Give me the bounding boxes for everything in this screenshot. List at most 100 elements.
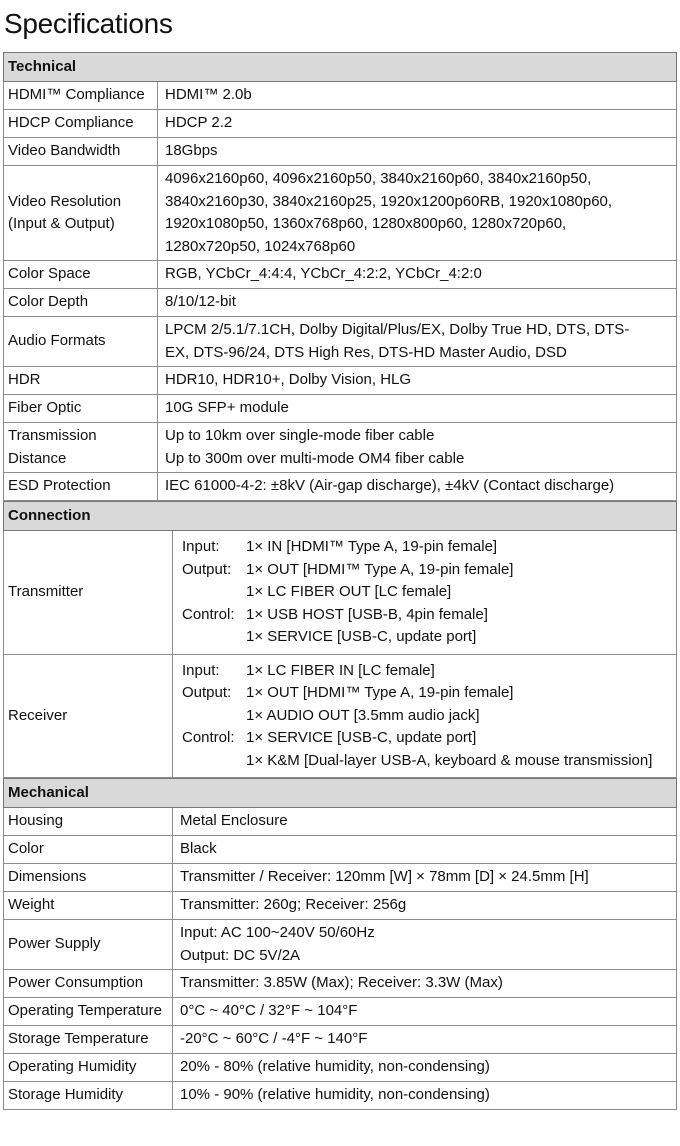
port-group: Control:	[182, 605, 235, 623]
spec-label: Video Bandwidth	[8, 142, 121, 160]
spec-value-cell: RGB, YCbCr_4:4:4, YCbCr_4:2:2, YCbCr_4:2…	[157, 260, 677, 289]
spec-value: 3840x2160p30, 3840x2160p25, 1920x1200p60…	[165, 192, 613, 210]
spec-label-cell: Transmitter	[3, 530, 173, 655]
spec-table: Mechanical Housing Metal Enclosure Color Bla…	[3, 778, 677, 1110]
spec-value-cell: 4096x2160p60, 4096x2160p50, 3840x2160p60…	[157, 165, 677, 261]
spec-value-line: Output: 1× OUT [HDMI™ Type A, 19-pin fema…	[182, 559, 672, 582]
spec-value: Output: DC 5V/2A	[180, 946, 301, 964]
spec-label: HDR	[8, 371, 41, 389]
spec-value: HDR10, HDR10+, Dolby Vision, HLG	[165, 371, 412, 389]
spec-value-cell: Input: 1× IN [HDMI™ Type A, 19-pin female…	[172, 530, 677, 655]
spec-value: Up to 300m over multi-mode OM4 fiber cab…	[165, 449, 465, 467]
port-group: Output:	[182, 684, 232, 701]
spec-label-cell: Dimensions	[3, 863, 173, 892]
spec-value-cell: Input: AC 100~240V 50/60Hz Output: DC 5V/…	[172, 919, 677, 970]
spec-row: Storage Temperature -20°C ~ 60°C / -4°F ~…	[3, 1025, 677, 1054]
spec-row: Weight Transmitter: 260g; Receiver: 256g	[3, 891, 677, 920]
spec-label: HDMI™ Compliance	[8, 86, 145, 104]
section-title: Technical	[3, 52, 677, 82]
port-spec: 1× AUDIO OUT [3.5mm audio jack]	[246, 706, 480, 724]
spec-label: Storage Humidity	[8, 1086, 124, 1104]
spec-value-line: 1× SERVICE [USB-C, update port]	[182, 626, 672, 649]
spec-value: Metal Enclosure	[180, 812, 288, 830]
port-spec: 1× LC FIBER IN [LC female]	[246, 661, 435, 679]
spec-value-cell: HDCP 2.2	[157, 109, 677, 138]
spec-label: (Input & Output)	[8, 215, 115, 232]
spec-label: Distance	[8, 449, 67, 467]
spec-value-cell: Up to 10km over single-mode fiber cable U…	[157, 422, 677, 473]
spec-label-cell: Power Consumption	[3, 969, 173, 998]
spec-row: HDCP Compliance HDCP 2.2	[3, 109, 677, 138]
spec-value: Input: AC 100~240V 50/60Hz	[180, 924, 375, 941]
spec-value-line: 1× LC FIBER OUT [LC female]	[182, 581, 672, 604]
spec-value: -20°C ~ 60°C / -4°F ~ 140°F	[180, 1030, 368, 1048]
spec-row: Power Supply Input: AC 100~240V 50/60Hz Ou…	[3, 919, 677, 970]
spec-label-cell: Video Bandwidth	[3, 137, 158, 166]
spec-label: Audio Formats	[8, 332, 106, 350]
section-header-row: Technical	[3, 52, 677, 82]
spec-value-cell: Transmitter: 260g; Receiver: 256g	[172, 891, 677, 920]
spec-value: HDMI™ 2.0b	[165, 86, 252, 104]
section-title: Mechanical	[3, 778, 677, 808]
section-title: Connection	[3, 501, 677, 531]
spec-label: Operating Temperature	[8, 1002, 162, 1020]
spec-value-cell: Metal Enclosure	[172, 807, 677, 836]
spec-value: 8/10/12-bit	[165, 293, 236, 311]
spec-value-line: Input: 1× LC FIBER IN [LC female]	[182, 660, 672, 683]
spec-value-line: Control: 1× USB HOST [USB-B, 4pin female]	[182, 604, 672, 627]
spec-row: Fiber Optic 10G SFP+ module	[3, 394, 677, 423]
spec-label: Color Depth	[8, 293, 89, 311]
spec-label-cell: Video Resolution (Input & Output)	[3, 165, 158, 261]
spec-value: Transmitter: 3.85W (Max); Receiver: 3.3W…	[180, 974, 503, 992]
spec-row: Operating Temperature 0°C ~ 40°C / 32°F ~…	[3, 997, 677, 1026]
spec-value-cell: Transmitter / Receiver: 120mm [W] × 78mm…	[172, 863, 677, 892]
port-group: Input:	[182, 661, 220, 679]
spec-label-cell: Operating Humidity	[3, 1053, 173, 1082]
spec-label: Housing	[8, 812, 64, 830]
spec-value: Transmitter / Receiver: 120mm [W] × 78mm…	[180, 868, 589, 886]
spec-table: Connection Transmitter Input: 1× IN [HDMI™ …	[3, 501, 677, 778]
spec-label-cell: Receiver	[3, 653, 173, 778]
port-group: Input:	[182, 538, 220, 555]
spec-label-cell: Weight	[3, 891, 173, 920]
spec-row: Operating Humidity 20% - 80% (relative hu…	[3, 1053, 677, 1082]
spec-label-cell: HDCP Compliance	[3, 109, 158, 138]
page-title: Specifications	[4, 8, 173, 39]
spec-value-line: Input: 1× IN [HDMI™ Type A, 19-pin female…	[182, 536, 672, 559]
spec-label: Weight	[8, 896, 55, 914]
spec-label: Storage Temperature	[8, 1030, 149, 1048]
spec-value: HDCP 2.2	[165, 114, 233, 132]
spec-value-cell: 18Gbps	[157, 137, 677, 166]
spec-label-cell: ESD Protection	[3, 472, 158, 501]
spec-row: Housing Metal Enclosure	[3, 807, 677, 836]
port-spec: 1× SERVICE [USB-C, update port]	[246, 628, 477, 645]
spec-value-line: 1× AUDIO OUT [3.5mm audio jack]	[182, 705, 672, 728]
spec-value-cell: Transmitter: 3.85W (Max); Receiver: 3.3W…	[172, 969, 677, 998]
spec-label-cell: HDR	[3, 366, 158, 395]
spec-value: 10% - 90% (relative humidity, non-conden…	[180, 1086, 490, 1104]
port-spec: 1× IN [HDMI™ Type A, 19-pin female]	[246, 538, 498, 555]
spec-value-cell: 20% - 80% (relative humidity, non-conden…	[172, 1053, 677, 1082]
spec-row: Color Depth 8/10/12-bit	[3, 288, 677, 317]
spec-row: Receiver Input: 1× LC FIBER IN [LC female]…	[3, 653, 677, 778]
spec-row: Color Space RGB, YCbCr_4:4:4, YCbCr_4:2:2…	[3, 260, 677, 289]
spec-value-cell: 8/10/12-bit	[157, 288, 677, 317]
spec-value-line: Output: 1× OUT [HDMI™ Type A, 19-pin fema…	[182, 682, 672, 705]
port-spec: 1× SERVICE [USB-C, update port]	[246, 729, 477, 746]
port-spec: 1× K&M [Dual-layer USB-A, keyboard & mou…	[246, 751, 653, 769]
spec-value-cell: -20°C ~ 60°C / -4°F ~ 140°F	[172, 1025, 677, 1054]
spec-value-line: Control: 1× SERVICE [USB-C, update port]	[182, 727, 672, 750]
spec-label-cell: Transmission Distance	[3, 422, 158, 473]
spec-value-cell: HDR10, HDR10+, Dolby Vision, HLG	[157, 366, 677, 395]
spec-label-cell: Storage Humidity	[3, 1081, 173, 1110]
port-group: Control:	[182, 729, 235, 746]
spec-value-cell: 10G SFP+ module	[157, 394, 677, 423]
spec-value: 1280x720p50, 1024x768p60	[165, 237, 356, 255]
spec-label: Power Supply	[8, 935, 101, 953]
spec-row: Transmitter Input: 1× IN [HDMI™ Type A, 19…	[3, 530, 677, 655]
spec-row: HDMI™ Compliance HDMI™ 2.0b	[3, 81, 677, 110]
port-group: Output:	[182, 560, 232, 578]
spec-value-cell: 0°C ~ 40°C / 32°F ~ 104°F	[172, 997, 677, 1026]
spec-row: Transmission Distance Up to 10km over sing…	[3, 422, 677, 473]
